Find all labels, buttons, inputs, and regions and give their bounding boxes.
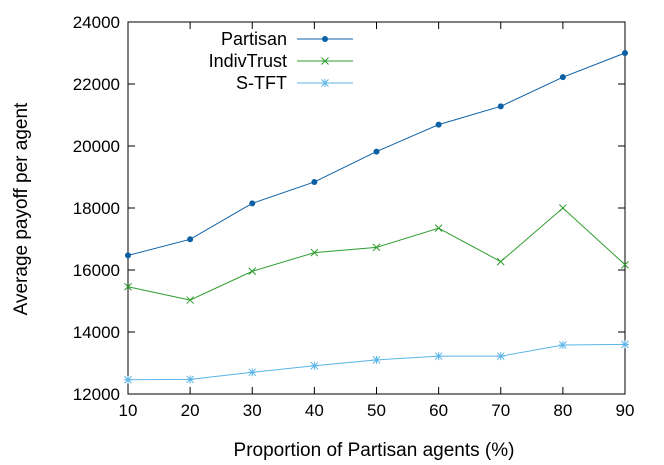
data-point-s-tft xyxy=(434,352,443,361)
legend-label-indivtrust: IndivTrust xyxy=(209,51,287,71)
series-partisan xyxy=(125,50,628,259)
data-point-partisan xyxy=(497,103,504,110)
data-point-s-tft xyxy=(558,341,567,350)
data-point-indivtrust xyxy=(124,282,132,291)
legend-label-s-tft: S-TFT xyxy=(236,73,287,93)
y-axis-ticks: 12000 14000 16000 18000 20000 22000 24000 xyxy=(73,13,625,404)
plot-border xyxy=(127,21,626,395)
legend-label-partisan: Partisan xyxy=(221,29,287,49)
data-point-indivtrust xyxy=(621,260,629,269)
marker-stroke xyxy=(496,257,505,266)
x-tick-label: 10 xyxy=(119,401,138,420)
series-s-tft xyxy=(124,340,629,384)
series-indivtrust xyxy=(124,204,629,304)
y-axis-label: Average payoff per agent xyxy=(11,102,32,315)
data-point-partisan xyxy=(125,252,131,259)
data-point-partisan xyxy=(187,236,194,243)
marker-stroke xyxy=(186,296,194,304)
data-point-s-tft xyxy=(186,375,195,384)
marker-stroke xyxy=(124,282,132,291)
data-point-indivtrust xyxy=(496,257,505,266)
marker-stroke xyxy=(372,243,381,252)
data-point-s-tft xyxy=(248,368,257,377)
y-tick-label: 16000 xyxy=(73,261,120,280)
marker-stroke xyxy=(434,224,443,233)
marker-stroke xyxy=(621,260,629,269)
data-point-indivtrust xyxy=(248,267,257,276)
data-point-s-tft xyxy=(124,375,132,384)
y-tick-label: 20000 xyxy=(73,137,120,156)
data-point-s-tft xyxy=(310,361,319,370)
plot-frame xyxy=(127,21,626,395)
marker-stroke xyxy=(321,57,329,65)
marker-stroke xyxy=(310,248,319,257)
data-point-s-tft xyxy=(496,352,505,361)
x-tick-label: 90 xyxy=(616,401,635,420)
x-tick-label: 60 xyxy=(429,401,448,420)
data-point-indivtrust xyxy=(310,248,319,257)
data-point-s-tft xyxy=(621,340,629,349)
data-point-indivtrust xyxy=(559,204,567,212)
marker-stroke xyxy=(559,204,567,212)
data-point-indivtrust xyxy=(434,224,443,233)
y-tick-label: 18000 xyxy=(73,199,120,218)
x-tick-label: 20 xyxy=(181,401,200,420)
data-point-s-tft xyxy=(372,355,381,364)
series-line-indivtrust xyxy=(127,207,626,301)
x-tick-label: 70 xyxy=(491,401,510,420)
x-tick-label: 50 xyxy=(367,401,386,420)
data-point-partisan xyxy=(373,148,380,155)
y-tick-label: 12000 xyxy=(73,385,120,404)
x-tick-label: 80 xyxy=(553,401,572,420)
y-tick-label: 24000 xyxy=(73,13,120,32)
x-axis-ticks: 10 20 30 40 50 60 70 80 90 xyxy=(119,22,635,420)
y-tick-label: 14000 xyxy=(73,323,120,342)
y-tick-label: 22000 xyxy=(73,75,120,94)
data-point-partisan xyxy=(559,74,566,81)
x-axis-label: Proportion of Partisan agents (%) xyxy=(234,440,515,461)
data-point-partisan xyxy=(311,178,318,185)
x-tick-label: 40 xyxy=(305,401,324,420)
data-point-partisan xyxy=(622,50,628,56)
legend-marker-s-tft xyxy=(321,79,329,87)
data-point-partisan xyxy=(435,121,442,128)
legend-marker-indivtrust xyxy=(321,57,329,65)
legend-marker-partisan xyxy=(322,36,328,42)
marker-stroke xyxy=(248,267,257,276)
series-group xyxy=(124,50,629,384)
data-point-indivtrust xyxy=(186,296,194,304)
data-point-partisan xyxy=(249,200,256,207)
data-point-indivtrust xyxy=(372,243,381,252)
x-tick-label: 30 xyxy=(243,401,262,420)
